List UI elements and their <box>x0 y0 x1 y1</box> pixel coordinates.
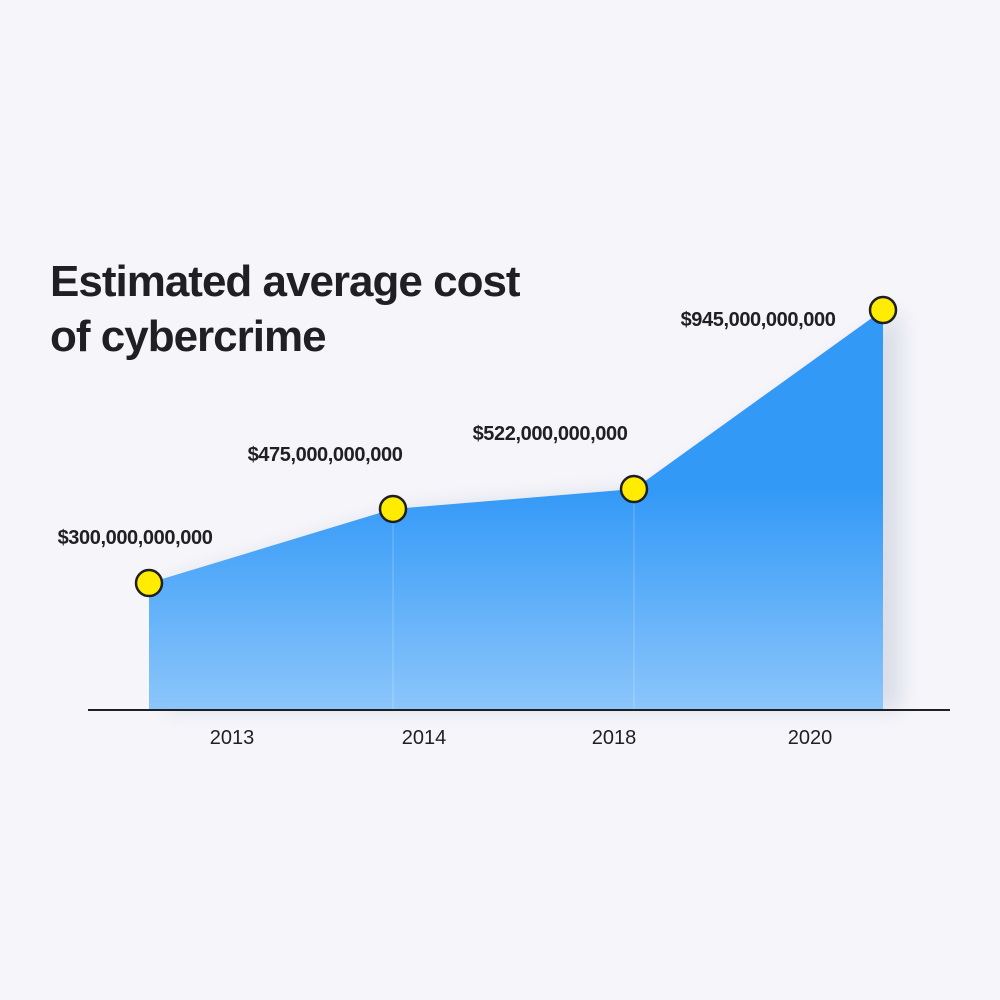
data-markers <box>134 295 898 598</box>
data-point-marker <box>378 494 408 524</box>
data-point-marker <box>619 474 649 504</box>
data-point-marker <box>868 295 898 325</box>
value-labels: $300,000,000,000 $475,000,000,000 $522,000… <box>58 309 837 549</box>
x-tick-label: 2014 <box>402 727 447 749</box>
x-tick-label: 2013 <box>210 727 255 749</box>
chart-title-line-2: of cybercrime <box>50 312 326 361</box>
data-value-label: $945,000,000,000 <box>681 309 836 331</box>
area-fill <box>149 310 883 710</box>
data-point-marker <box>134 568 164 598</box>
chart-title-line-1: Estimated average cost <box>50 257 521 306</box>
data-value-label: $522,000,000,000 <box>473 423 628 445</box>
x-tick-labels: 2013 2014 2018 2020 <box>210 727 833 749</box>
x-tick-label: 2018 <box>592 727 637 749</box>
data-value-label: $475,000,000,000 <box>248 444 403 466</box>
data-value-label: $300,000,000,000 <box>58 527 213 549</box>
segment-dividers <box>392 489 635 710</box>
x-tick-label: 2020 <box>788 727 833 749</box>
